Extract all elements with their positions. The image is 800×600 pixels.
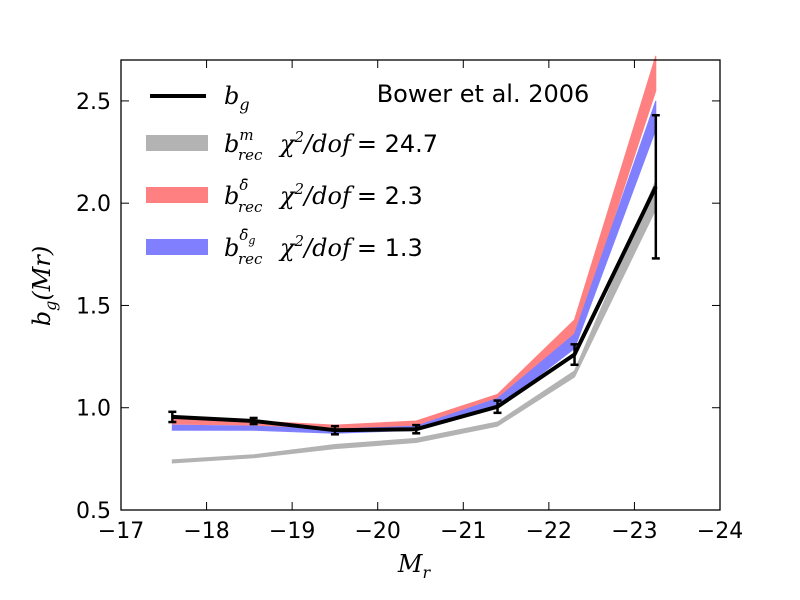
x-tick-label: −20 — [354, 519, 400, 544]
x-tick-label: −21 — [440, 519, 486, 544]
y-tick-label: 1.5 — [76, 294, 111, 319]
x-tick-label: −24 — [697, 519, 743, 544]
chart-annotation: Bower et al. 2006 — [377, 80, 590, 108]
plot-frame — [120, 59, 721, 511]
x-tick-label: −17 — [98, 519, 144, 544]
x-axis-label: Mr — [397, 550, 432, 582]
x-tick-label: −19 — [269, 519, 315, 544]
x-tick-label: −18 — [183, 519, 229, 544]
legend-chi-dg: χ2/dof = 1.3 — [278, 232, 423, 262]
y-tick-label: 0.5 — [76, 499, 111, 524]
band-series-1 — [171, 55, 657, 430]
legend-chi-m: χ2/dof = 24.7 — [278, 128, 438, 158]
legend-label-d: bδ̄ rec — [224, 176, 263, 216]
legend-label-m: bm rec — [224, 126, 263, 164]
legend-label-bg: bg — [224, 82, 250, 114]
x-tick-label: −23 — [611, 519, 657, 544]
y-tick-label: 1.0 — [76, 397, 111, 422]
axis-ticks: −17 −18 −19 −20 −21 −22 −23 −24 0.5 1.0 1.5 2.0 2.5 — [76, 60, 743, 544]
legend: bg bm rec χ2/dof = 24.7 bδ̄ rec χ2/dof = 2.3… — [146, 82, 438, 268]
y-axis-label: bg(Mr) — [28, 246, 60, 326]
legend-chi-d: χ2/dof = 2.3 — [278, 180, 423, 210]
y-tick-label: 2.0 — [76, 192, 111, 217]
y-tick-label: 2.5 — [76, 90, 111, 115]
series-bg — [168, 113, 660, 436]
legend-label-dg: bδ̄g rec — [224, 226, 263, 268]
x-tick-label: −22 — [526, 519, 572, 544]
